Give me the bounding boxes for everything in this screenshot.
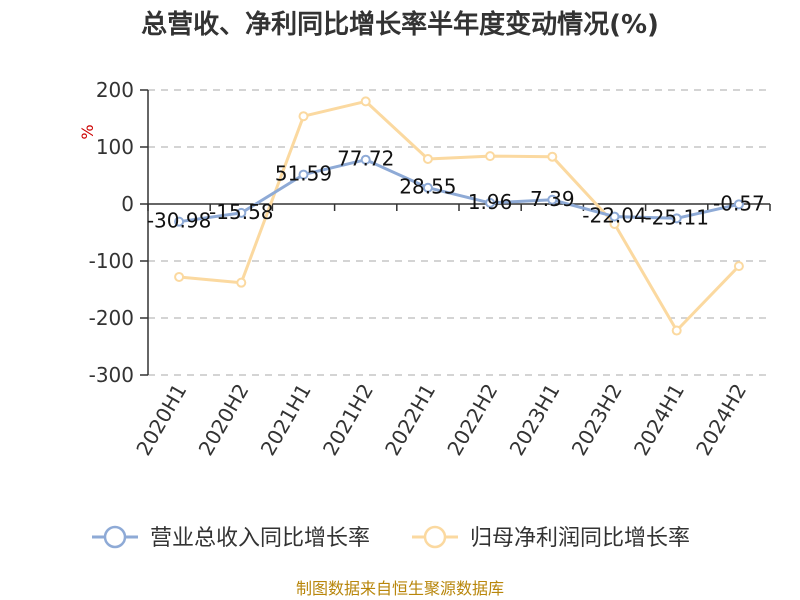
data-point — [733, 261, 744, 272]
y-tick-label: -200 — [89, 306, 134, 330]
data-label: -30.98 — [147, 209, 211, 233]
data-point — [298, 111, 309, 122]
x-tick-label: 2021H2 — [318, 380, 378, 460]
data-point — [485, 151, 496, 162]
data-label: 7.39 — [530, 187, 575, 211]
axes — [140, 89, 771, 376]
x-tick-label: 2024H1 — [629, 380, 689, 460]
data-label: -15.58 — [209, 200, 273, 224]
data-label: -22.04 — [582, 204, 646, 228]
data-point — [547, 151, 558, 162]
x-tick-label: 2021H1 — [256, 380, 316, 460]
data-point — [485, 197, 496, 208]
legend-label-1: 营业总收入同比增长率 — [150, 526, 370, 551]
y-tick-label: 200 — [96, 78, 134, 102]
data-point — [547, 194, 558, 205]
data-label: -0.57 — [713, 191, 765, 215]
x-tick-label: 2020H2 — [194, 380, 254, 460]
y-tick-label: 100 — [96, 135, 134, 159]
data-point — [733, 199, 744, 210]
data-label: -25.11 — [644, 205, 708, 229]
data-point — [174, 216, 185, 227]
series-line-2 — [178, 99, 740, 332]
legend: 营业总收入同比增长率 归母净利润同比增长率 — [92, 525, 690, 551]
y-tick-label: -100 — [89, 249, 134, 273]
data-point — [360, 154, 371, 165]
data-label: 28.55 — [399, 175, 456, 199]
data-point — [298, 169, 309, 180]
x-tick-label: 2024H2 — [691, 380, 751, 460]
legend-marker — [103, 525, 127, 549]
y-tick-label: -300 — [89, 363, 134, 387]
y-tick-labels: 200 100 0 -100 -200 -300 — [89, 78, 134, 387]
data-point — [360, 96, 371, 107]
x-tick-label: 2023H2 — [567, 380, 627, 460]
source-note: 制图数据来自恒生聚源数据库 — [296, 579, 504, 598]
series-group — [174, 96, 744, 336]
data-point — [174, 271, 185, 282]
data-point — [236, 207, 247, 218]
legend-label-2: 归母净利润同比增长率 — [470, 526, 690, 551]
x-tick-label: 2020H1 — [131, 380, 191, 460]
data-label: 77.72 — [337, 147, 394, 171]
data-point — [422, 182, 433, 193]
y-tick-label: 0 — [121, 192, 134, 216]
data-point — [422, 153, 433, 164]
y-axis-unit: % — [78, 124, 97, 139]
x-tick-label: 2022H1 — [380, 380, 440, 460]
legend-marker — [423, 525, 447, 549]
data-point — [671, 325, 682, 336]
data-point — [671, 213, 682, 224]
series-line-1 — [178, 158, 740, 224]
data-point — [236, 277, 247, 288]
chart-title: 总营收、净利同比增长率半年度变动情况(%) — [141, 9, 659, 40]
data-point — [609, 211, 620, 222]
x-tick-label: 2022H2 — [442, 379, 502, 459]
x-tick-label: 2023H1 — [505, 380, 565, 460]
data-label: 51.59 — [275, 162, 332, 186]
x-tick-labels: 2020H1 2020H2 2021H1 2021H2 2022H1 2022H2 2023… — [131, 379, 751, 459]
data-label: 1.96 — [468, 190, 513, 214]
